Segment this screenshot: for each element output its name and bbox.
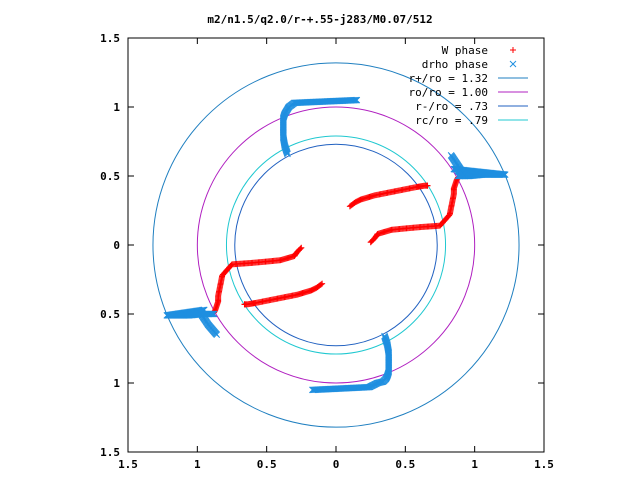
w-phase-point: [424, 182, 431, 189]
x-tick-label: 0.5: [257, 458, 277, 471]
legend-entry: r-/ro = .73: [415, 100, 528, 113]
drho-phase-point: [311, 386, 318, 394]
legend-label: rc/ro = .79: [415, 114, 488, 127]
reference-circle: [234, 143, 438, 347]
x-axis-ticks: 1.5 1 0.5 0 0.5 1 1.5: [118, 38, 554, 471]
drho-phase-point: [447, 151, 455, 159]
legend-entry: ro/ro = 1.00: [409, 86, 528, 99]
chart-title: m2/n1.5/q2.0/r-+.55-j283/M0.07/512: [207, 13, 432, 26]
legend-entry: drho phase: [422, 58, 517, 71]
legend-label: drho phase: [422, 58, 488, 71]
w-phase-point: [241, 301, 248, 308]
legend-entry: rc/ro = .79: [415, 114, 528, 127]
drho-phase-point: [213, 331, 221, 339]
legend-label: r-/ro = .73: [415, 100, 488, 113]
w-phase-point: [510, 47, 516, 53]
x-tick-label: 1.5: [534, 458, 554, 471]
y-tick-label: 1: [113, 101, 120, 114]
drho-phase-point: [312, 386, 319, 394]
reference-circle: [152, 62, 520, 428]
drho-phase-point: [509, 60, 517, 68]
y-tick-label: 0.5: [100, 308, 120, 321]
legend-entry: W phase: [442, 44, 516, 57]
drho-phase-point: [310, 386, 317, 394]
data-points: [163, 96, 509, 394]
drho-phase-point: [350, 96, 358, 104]
legend-label: r+/ro = 1.32: [409, 72, 488, 85]
drho-phase-point: [352, 96, 360, 104]
x-tick-label: 1: [471, 458, 478, 471]
x-tick-label: 1.5: [118, 458, 138, 471]
y-tick-label: 0.5: [100, 170, 120, 183]
drho-phase-point: [309, 386, 316, 394]
x-tick-label: 1: [194, 458, 201, 471]
reference-circles: [152, 62, 520, 428]
drho-phase-point: [351, 96, 359, 104]
reference-circle: [196, 106, 476, 384]
y-tick-label: 1.5: [100, 446, 120, 459]
y-tick-label: 1.5: [100, 32, 120, 45]
x-tick-label: 0: [333, 458, 340, 471]
legend-label: W phase: [442, 44, 488, 57]
y-axis-ticks: 1.5 1 0.5 0 0.5 1 1.5: [100, 32, 544, 459]
y-tick-label: 0: [113, 239, 120, 252]
legend-entry: r+/ro = 1.32: [409, 72, 528, 85]
reference-circle: [225, 135, 447, 355]
x-tick-label: 0.5: [395, 458, 415, 471]
legend-label: ro/ro = 1.00: [409, 86, 488, 99]
drho-phase-point: [353, 96, 361, 104]
y-tick-label: 1: [113, 377, 120, 390]
